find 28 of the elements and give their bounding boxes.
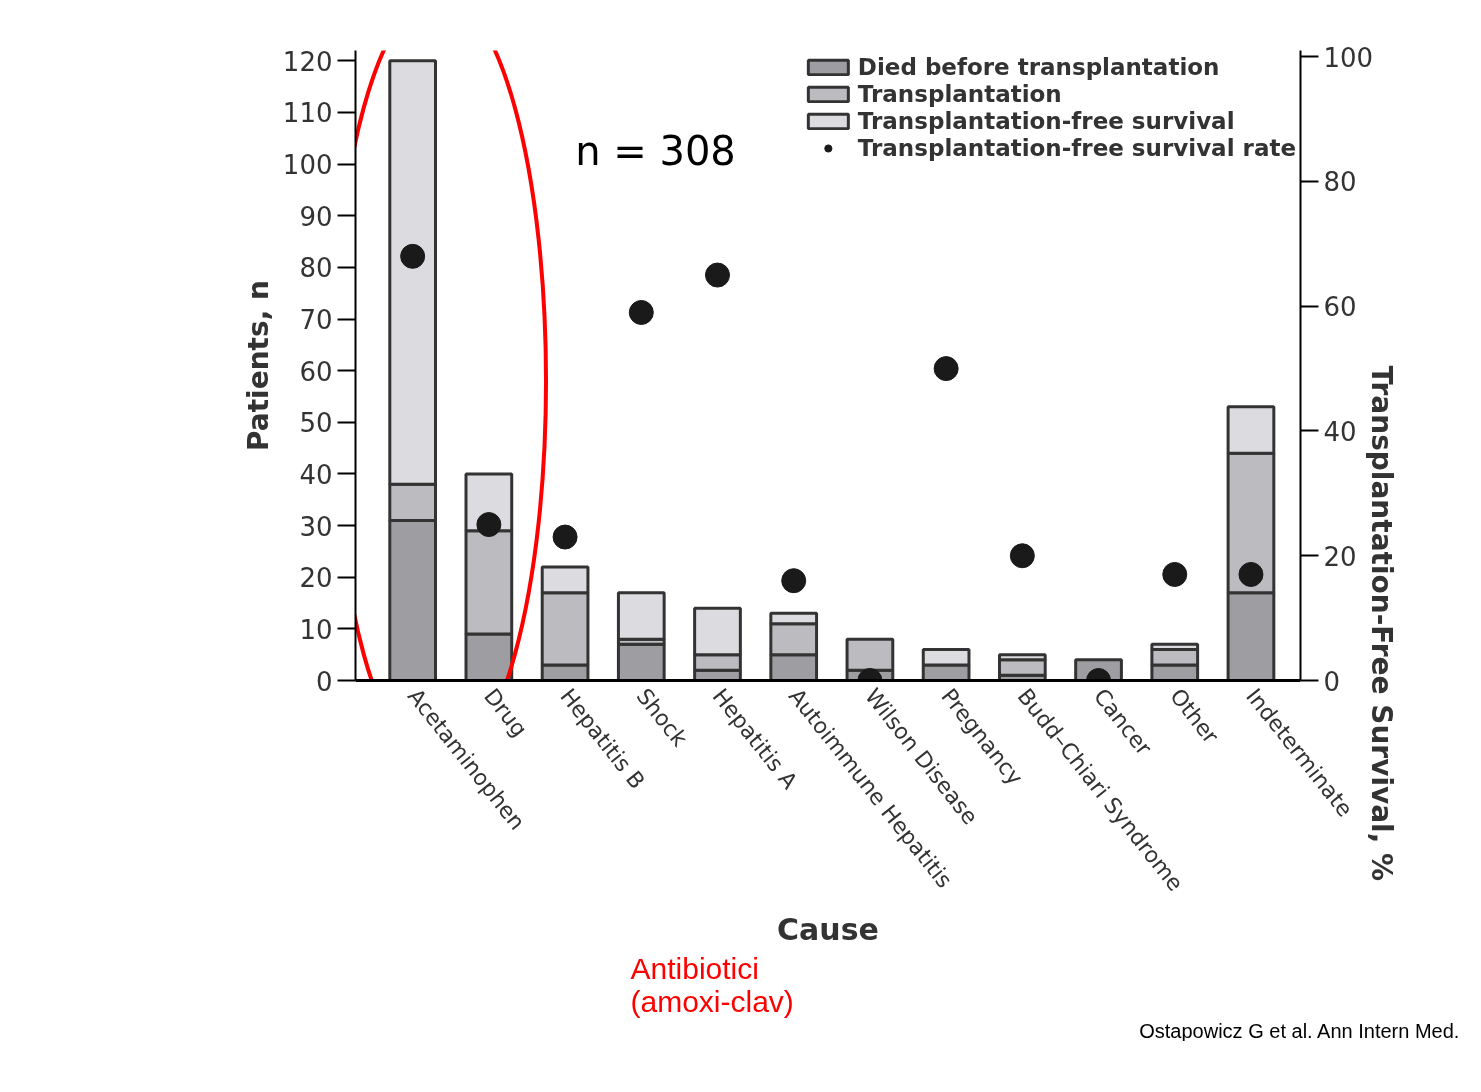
- y-tick-label: 110: [282, 98, 333, 129]
- legend-label: Transplantation-free survival: [857, 108, 1235, 134]
- y-tick-label: 90: [299, 201, 333, 232]
- y2-tick-label: 20: [1323, 541, 1357, 572]
- y-axis-title: Patients, n: [241, 280, 275, 451]
- y2-tick-label: 100: [1323, 42, 1374, 73]
- y-tick-label: 10: [299, 614, 333, 645]
- legend-label: Transplantation: [857, 81, 1062, 107]
- y-tick-label: 70: [299, 305, 333, 336]
- legend-label: Died before transplantation: [857, 54, 1220, 80]
- y-tick-label: 0: [315, 666, 333, 697]
- text: Ostapowicz G et al. Ann Intern Med.: [1139, 1019, 1460, 1042]
- legend-label: Transplantation-free survival rate: [857, 135, 1296, 161]
- annotation: n = 308: [575, 127, 736, 174]
- y-tick-label: 50: [299, 408, 333, 439]
- y-tick-label: 40: [299, 459, 333, 490]
- y-tick-label: 120: [282, 46, 333, 77]
- y2-tick-label: 60: [1323, 292, 1357, 323]
- y2-tick-label: 80: [1323, 167, 1357, 198]
- text: Antibiotici (amoxi-clav): [630, 951, 794, 1018]
- y-tick-label: 20: [299, 563, 333, 594]
- x-axis-title: Cause: [777, 911, 879, 947]
- y2-axis-title: Transplantation-Free Survival, %: [1364, 365, 1398, 882]
- y2-tick-label: 40: [1323, 417, 1357, 447]
- y-tick-label: 80: [299, 253, 333, 284]
- y-tick-label: 60: [299, 356, 333, 387]
- y-tick-label: 100: [282, 150, 333, 181]
- y-tick-label: 30: [299, 511, 333, 542]
